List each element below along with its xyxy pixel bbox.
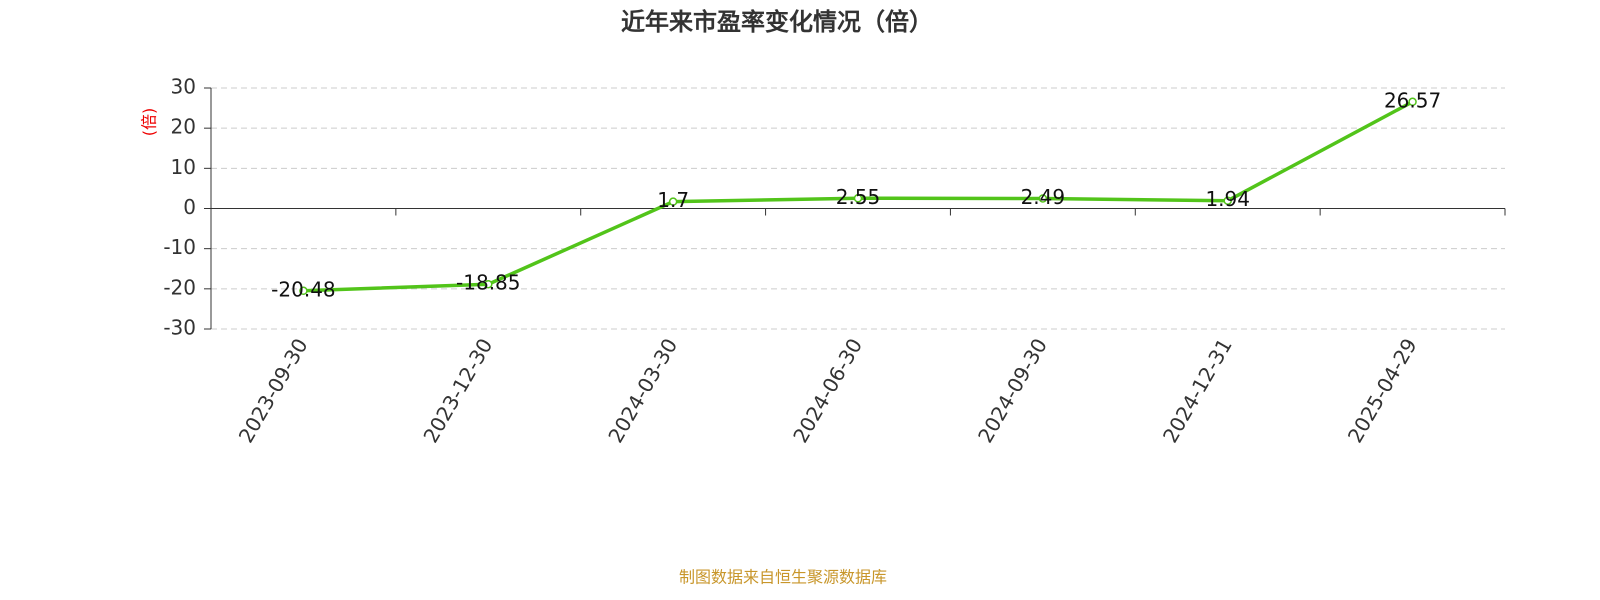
point <box>484 279 493 289</box>
x-tick-label: 2025-04-29 <box>1343 334 1422 447</box>
data-label: 26.57 <box>1384 88 1441 112</box>
y-tick-label: 20 <box>171 115 196 139</box>
point <box>1223 196 1232 205</box>
point <box>1408 97 1417 107</box>
data-label: 2.55 <box>836 185 881 209</box>
x-tick-label: 2023-12-30 <box>418 334 497 447</box>
x-tick-label: 2024-06-30 <box>788 334 867 447</box>
data-label: 1.94 <box>1205 187 1250 211</box>
y-tick-label: -30 <box>163 316 196 340</box>
data-label: 1.7 <box>657 188 689 212</box>
x-tick-label: 2024-09-30 <box>973 334 1052 447</box>
point <box>299 286 308 296</box>
x-tick-label: 2024-12-31 <box>1158 334 1237 447</box>
y-tick-label: -10 <box>163 235 196 259</box>
x-tick-label: 2023-09-30 <box>234 334 313 447</box>
data-label: -18.85 <box>456 271 520 295</box>
y-tick-label: 10 <box>171 155 196 179</box>
y-tick-label: 30 <box>171 75 196 99</box>
y-tick-label: 0 <box>183 195 196 219</box>
chart-title: 近年来市盈率变化情况（倍） <box>621 8 933 36</box>
y-axis-label: (倍) <box>140 108 159 137</box>
y-tick-label: -20 <box>163 275 196 299</box>
x-tick-label: 2024-03-30 <box>603 334 682 447</box>
data-label: -20.48 <box>271 277 335 301</box>
point <box>668 197 678 206</box>
point <box>853 194 863 203</box>
footer: 制图数据来自恒生聚源数据库 <box>679 568 887 587</box>
point <box>1038 194 1048 203</box>
data-label: 2.49 <box>1021 185 1066 209</box>
